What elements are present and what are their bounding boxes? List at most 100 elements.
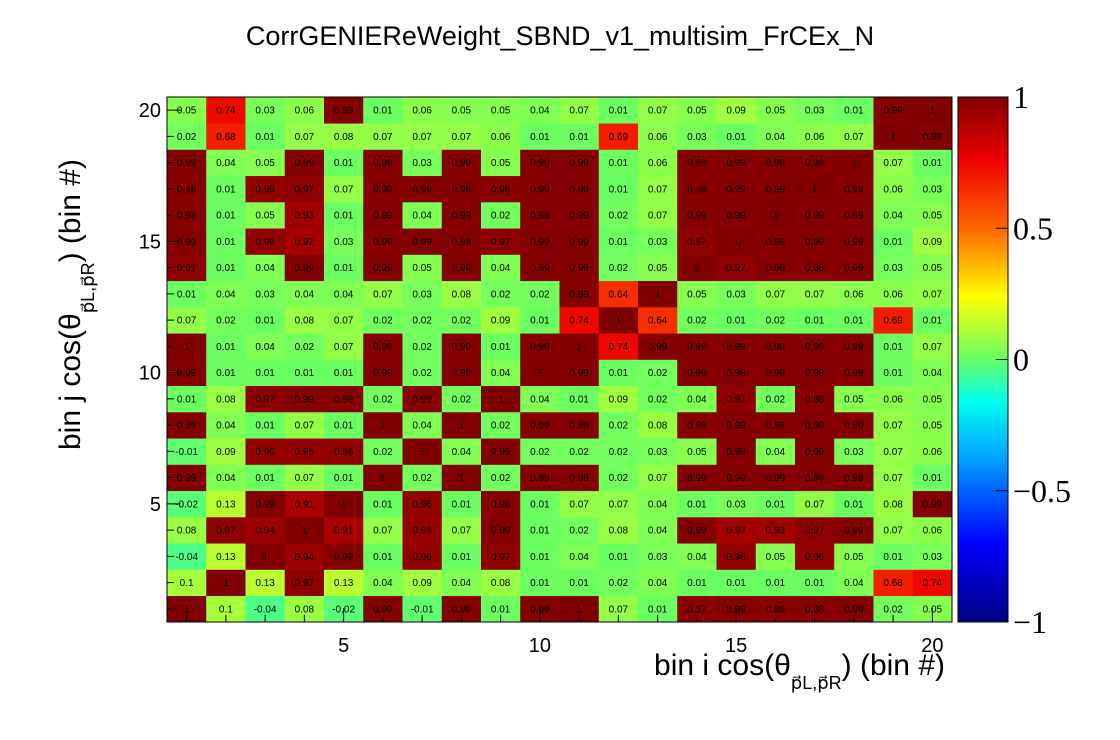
heatmap-cell-value: 0.99 — [530, 211, 550, 222]
heatmap-cell — [206, 569, 246, 597]
heatmap-cell-value: 0.99 — [726, 158, 746, 169]
heatmap-cell-value: 0.99 — [177, 158, 197, 169]
heatmap-cell-value: 0.01 — [844, 106, 864, 117]
heatmap-cell-value: 0.07 — [648, 473, 668, 484]
heatmap-cell-value: 0.99 — [687, 421, 707, 432]
heatmap-cell — [520, 359, 560, 387]
heatmap-cell-value: 0.07 — [883, 473, 903, 484]
heatmap-cell — [834, 359, 874, 387]
heatmap-cell — [402, 490, 443, 518]
heatmap-cell-value: 0.99 — [844, 263, 864, 274]
heatmap-cell — [873, 412, 914, 439]
heatmap-cell-value: 0.02 — [412, 342, 432, 353]
heatmap-cell — [402, 333, 443, 360]
heatmap-cell-value: 0.08 — [216, 394, 236, 405]
heatmap-cell-value: 0.04 — [452, 578, 472, 589]
heatmap-cell — [677, 517, 717, 544]
heatmap-cell — [638, 569, 678, 597]
heatmap-cell — [834, 333, 874, 360]
heatmap-cell — [598, 438, 639, 465]
heatmap-cell-value: 0.04 — [766, 132, 786, 143]
x-axis-ticks: 5 10 15 20 — [186, 608, 944, 657]
heatmap-cell-value: 0.01 — [373, 499, 393, 510]
heatmap-cell-value: 0.05 — [491, 106, 511, 117]
heatmap-cell — [795, 228, 835, 255]
heatmap-cell — [834, 307, 874, 334]
heatmap-cell-value: 0.05 — [766, 552, 786, 563]
heatmap-cell-value: 0.99 — [569, 237, 589, 248]
heatmap-cell-value: 0.98 — [491, 184, 511, 195]
heatmap-cell — [245, 490, 286, 518]
heatmap-cell — [324, 412, 364, 439]
heatmap-cell — [716, 359, 757, 387]
heatmap-cell-value: 0.98 — [334, 394, 354, 405]
heatmap-cell-value: 0.03 — [255, 106, 275, 117]
heatmap-cell — [441, 333, 482, 360]
heatmap-cell — [324, 517, 364, 544]
heatmap-cell — [284, 149, 325, 177]
heatmap-cell-value: 0.05 — [687, 106, 707, 117]
heatmap-cell — [677, 385, 717, 413]
heatmap-cell — [559, 543, 600, 570]
heatmap-cell — [363, 569, 403, 597]
heatmap-cells — [167, 97, 953, 623]
heatmap-cell — [520, 228, 560, 255]
heatmap-cell — [363, 307, 403, 334]
heatmap-cell — [638, 412, 678, 439]
heatmap-cell-value: 0.07 — [334, 316, 354, 327]
heatmap-cell — [834, 517, 874, 544]
heatmap-cell-value: -0.01 — [175, 447, 198, 458]
heatmap-cell — [206, 464, 246, 492]
heatmap-cell-value: 0.01 — [766, 499, 786, 510]
heatmap-cell — [873, 569, 914, 597]
heatmap-cell-value: 0.13 — [216, 552, 236, 563]
heatmap-cell-value: 0.07 — [452, 526, 472, 537]
heatmap-cell-value: 0.02 — [491, 289, 511, 300]
heatmap-cell — [755, 517, 796, 544]
heatmap-cell-value: 0.07 — [805, 289, 825, 300]
heatmap-cell — [324, 97, 364, 124]
heatmap-cell-value: 0.99 — [805, 473, 825, 484]
heatmap-cell-value: 0.99 — [766, 368, 786, 379]
heatmap-cell-value: 0.06 — [883, 184, 903, 195]
heatmap-cell — [481, 412, 521, 439]
heatmap-cell-value: 0.99 — [295, 158, 315, 169]
heatmap-cell — [795, 175, 835, 203]
heatmap-cell-value: 0.99 — [844, 211, 864, 222]
heatmap-cell — [716, 490, 757, 518]
heatmap-cell — [324, 202, 364, 229]
heatmap-cell — [402, 464, 443, 492]
heatmap-cell — [363, 123, 403, 150]
heatmap-cell-value: 0.07 — [373, 289, 393, 300]
heatmap-cell-value: 0.99 — [452, 604, 472, 615]
heatmap-cell — [481, 149, 521, 177]
heatmap-cell-value: 0.02 — [609, 421, 629, 432]
heatmap-cell-value: 0.02 — [452, 316, 472, 327]
heatmap-cell — [795, 569, 835, 597]
heatmap-cell-value: 0.99 — [491, 447, 511, 458]
heatmap-cell-value: 0.99 — [687, 473, 707, 484]
heatmap-cell — [245, 228, 286, 255]
heatmap-cell — [755, 438, 796, 465]
heatmap-cell-value: 0.01 — [334, 211, 354, 222]
heatmap-cell-value: 0.74 — [609, 342, 629, 353]
heatmap-cell — [324, 359, 364, 387]
heatmap-cell — [402, 175, 443, 203]
heatmap-cell-value: 0.08 — [452, 289, 472, 300]
heatmap-cell-value: 0.07 — [923, 289, 943, 300]
heatmap-cell-value: 0.08 — [648, 421, 668, 432]
heatmap-cell — [755, 490, 796, 518]
y-tick-label: 15 — [139, 231, 161, 253]
heatmap-cell-value: 0.01 — [334, 263, 354, 274]
heatmap-cell — [716, 569, 757, 597]
heatmap-cell-value: 0.69 — [609, 132, 629, 143]
heatmap-cell-value: 0.99 — [766, 184, 786, 195]
heatmap-cell — [441, 202, 482, 229]
heatmap-cell-value: 0.05 — [648, 263, 668, 274]
heatmap-cell — [559, 569, 600, 597]
y-tick-label: 5 — [150, 494, 161, 516]
heatmap-cell — [481, 307, 521, 334]
heatmap-cell-value: 0.98 — [177, 211, 197, 222]
heatmap-cell-value: 0.98 — [805, 394, 825, 405]
heatmap-cell-value: 0.01 — [491, 342, 511, 353]
